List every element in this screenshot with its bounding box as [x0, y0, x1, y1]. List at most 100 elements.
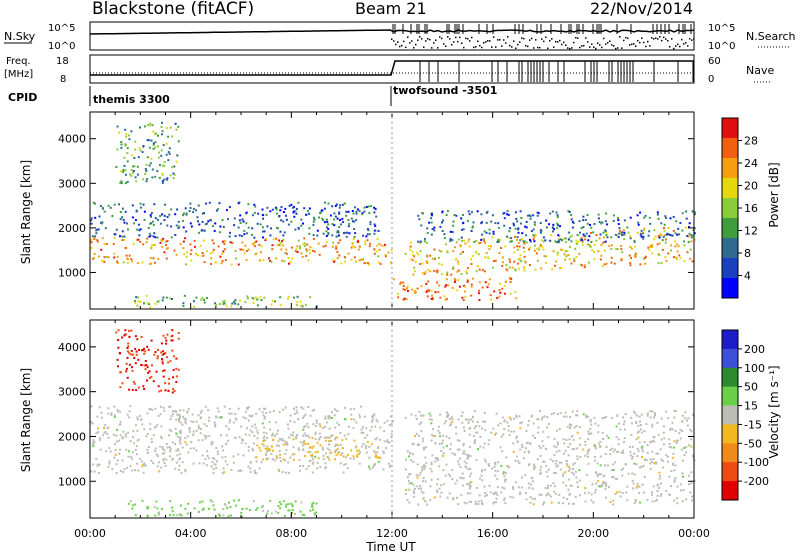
nsearch-dot — [423, 46, 425, 48]
heatmap-cell — [588, 245, 591, 248]
heatmap-cell — [441, 442, 444, 445]
heatmap-cell — [159, 222, 162, 225]
heatmap-cell — [604, 240, 607, 243]
nsearch-dot — [539, 46, 541, 49]
heatmap-cell — [456, 289, 459, 292]
heatmap-cell — [326, 220, 329, 223]
heatmap-cell — [553, 472, 556, 474]
heatmap-cell — [277, 429, 280, 432]
heatmap-cell — [680, 489, 683, 492]
heatmap-cell — [280, 439, 283, 442]
heatmap-cell — [571, 226, 574, 229]
heatmap-cell — [334, 426, 337, 429]
heatmap-cell — [580, 227, 583, 230]
heatmap-cell — [674, 464, 677, 467]
heatmap-cell — [201, 255, 204, 258]
heatmap-cell — [478, 268, 481, 271]
heatmap-cell — [128, 138, 131, 141]
heatmap-cell — [143, 352, 146, 355]
heatmap-cell — [442, 446, 445, 449]
heatmap-cell — [162, 353, 165, 355]
heatmap-cell — [382, 468, 385, 471]
heatmap-cell — [188, 430, 191, 433]
nsearch-dot — [399, 45, 401, 48]
heatmap-cell — [544, 239, 547, 242]
heatmap-cell — [657, 262, 660, 264]
heatmap-cell — [139, 240, 142, 243]
heatmap-cell — [516, 262, 519, 265]
nsearch-dot — [635, 45, 637, 47]
heatmap-cell — [181, 423, 184, 426]
heatmap-cell — [358, 416, 361, 419]
heatmap-cell — [291, 512, 293, 514]
heatmap-cell — [506, 464, 509, 467]
heatmap-cell — [426, 295, 429, 298]
heatmap-cell — [614, 493, 617, 495]
heatmap-cell — [264, 239, 267, 242]
heatmap-cell — [282, 220, 285, 223]
heatmap-cell — [113, 236, 116, 239]
heatmap-cell — [178, 417, 181, 420]
heatmap-cell — [539, 473, 542, 475]
nsearch-dot — [391, 38, 393, 40]
heatmap-cell — [97, 427, 100, 430]
heatmap-cell — [119, 218, 122, 221]
heatmap-cell — [370, 443, 373, 446]
heatmap-cell — [269, 259, 272, 262]
heatmap-cell — [302, 222, 304, 225]
heatmap-cell — [172, 513, 175, 516]
heatmap-cell — [399, 281, 402, 284]
heatmap-cell — [573, 426, 576, 429]
heatmap-cell — [143, 218, 146, 221]
heatmap-cell — [397, 296, 400, 299]
heatmap-cell — [611, 244, 613, 247]
heatmap-cell — [462, 250, 464, 253]
heatmap-cell — [569, 236, 572, 239]
heatmap-cell — [374, 451, 377, 454]
heatmap-cell — [154, 217, 157, 220]
heatmap-cell — [96, 415, 99, 418]
heatmap-cell — [419, 240, 422, 243]
heatmap-cell — [507, 429, 510, 432]
heatmap-cell — [135, 180, 138, 183]
heatmap-cell — [445, 411, 448, 414]
heatmap-cell — [274, 300, 277, 303]
heatmap-cell — [264, 407, 267, 410]
heatmap-cell — [260, 299, 263, 301]
heatmap-cell — [541, 416, 544, 419]
heatmap-cell — [277, 468, 280, 471]
heatmap-cell — [360, 431, 363, 434]
nsearch-dot — [485, 41, 487, 43]
heatmap-cell — [673, 446, 675, 449]
heatmap-cell — [465, 502, 468, 505]
heatmap-cell — [347, 225, 350, 228]
heatmap-cell — [269, 234, 272, 237]
heatmap-cell — [471, 226, 474, 229]
heatmap-cell — [351, 210, 354, 212]
heatmap-cell — [471, 255, 474, 257]
heatmap-cell — [660, 458, 663, 461]
heatmap-cell — [305, 250, 308, 253]
heatmap-cell — [357, 248, 360, 251]
nave-label: Nave — [746, 64, 774, 77]
heatmap-cell — [251, 233, 253, 236]
heatmap-cell — [151, 176, 154, 179]
heatmap-cell — [262, 214, 265, 217]
heatmap-cell — [501, 265, 504, 267]
heatmap-cell — [300, 224, 303, 227]
heatmap-cell — [107, 412, 110, 415]
heatmap-cell — [246, 295, 249, 298]
heatmap-cell — [582, 233, 585, 236]
heatmap-cell — [205, 297, 208, 299]
heatmap-cell — [179, 457, 182, 460]
heatmap-cell — [323, 436, 326, 439]
heatmap-cell — [223, 248, 226, 251]
heatmap-cell — [175, 160, 178, 163]
heatmap-cell — [235, 257, 238, 260]
heatmap-cell — [185, 255, 188, 258]
heatmap-cell — [118, 452, 121, 455]
heatmap-cell — [573, 462, 576, 465]
nsearch-dot — [623, 39, 625, 42]
heatmap-cell — [690, 234, 693, 237]
heatmap-cell — [349, 408, 352, 411]
